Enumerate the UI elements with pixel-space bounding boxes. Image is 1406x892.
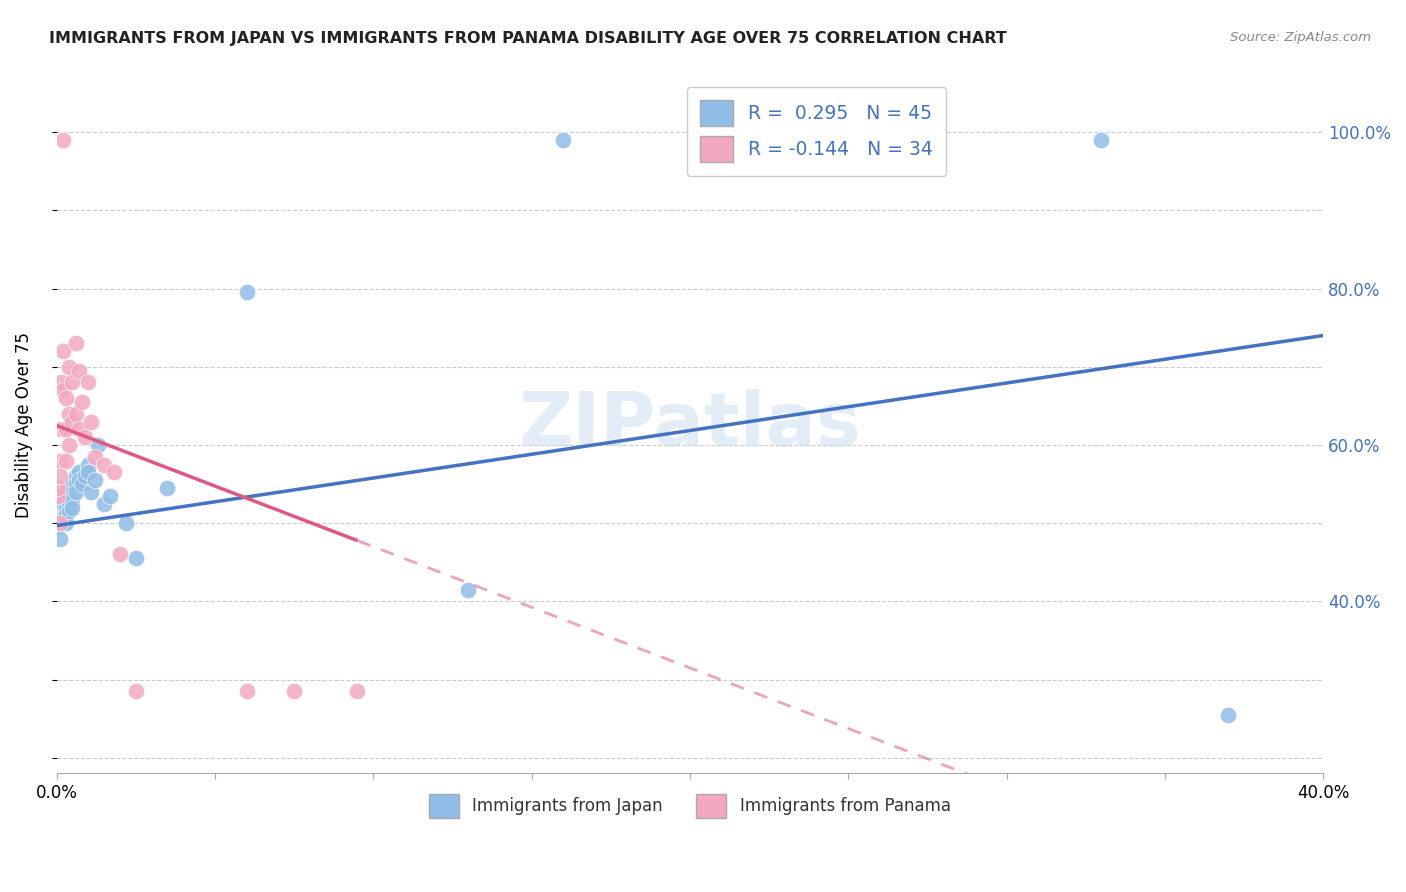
Point bbox=[553, 133, 575, 147]
Point bbox=[51, 422, 73, 436]
Point bbox=[62, 500, 84, 515]
Point bbox=[67, 422, 90, 436]
Point bbox=[55, 500, 77, 515]
Point bbox=[58, 407, 80, 421]
Point bbox=[58, 438, 80, 452]
Point bbox=[49, 453, 72, 467]
Point bbox=[457, 582, 479, 597]
Point bbox=[93, 497, 115, 511]
Point bbox=[53, 504, 76, 518]
Point bbox=[65, 336, 87, 351]
Point bbox=[52, 344, 75, 359]
Point bbox=[55, 484, 77, 499]
Point bbox=[62, 376, 84, 390]
Point bbox=[87, 438, 110, 452]
Point bbox=[52, 133, 75, 147]
Point bbox=[115, 516, 138, 531]
Point bbox=[49, 532, 72, 546]
Point bbox=[108, 548, 131, 562]
Point bbox=[62, 415, 84, 429]
Point bbox=[62, 477, 84, 491]
Point bbox=[51, 376, 73, 390]
Point bbox=[55, 516, 77, 531]
Point bbox=[77, 466, 100, 480]
Point bbox=[55, 391, 77, 405]
Text: Source: ZipAtlas.com: Source: ZipAtlas.com bbox=[1230, 31, 1371, 45]
Point bbox=[52, 516, 75, 531]
Point bbox=[67, 473, 90, 487]
Point bbox=[1218, 707, 1240, 722]
Point bbox=[93, 458, 115, 472]
Point bbox=[49, 516, 72, 531]
Point bbox=[55, 492, 77, 507]
Point bbox=[75, 430, 97, 444]
Point bbox=[65, 477, 87, 491]
Point bbox=[65, 469, 87, 483]
Point bbox=[55, 453, 77, 467]
Point bbox=[65, 407, 87, 421]
Legend: Immigrants from Japan, Immigrants from Panama: Immigrants from Japan, Immigrants from P… bbox=[422, 788, 957, 824]
Point bbox=[65, 484, 87, 499]
Point bbox=[235, 684, 257, 698]
Point bbox=[77, 376, 100, 390]
Point bbox=[100, 489, 122, 503]
Point bbox=[75, 469, 97, 483]
Point bbox=[62, 484, 84, 499]
Point bbox=[283, 684, 305, 698]
Y-axis label: Disability Age Over 75: Disability Age Over 75 bbox=[15, 333, 32, 518]
Point bbox=[49, 516, 72, 531]
Point bbox=[58, 497, 80, 511]
Point bbox=[125, 551, 148, 566]
Text: ZIPatlas: ZIPatlas bbox=[519, 389, 862, 462]
Point bbox=[48, 520, 70, 534]
Point bbox=[52, 383, 75, 397]
Point bbox=[83, 450, 105, 464]
Point bbox=[235, 285, 257, 300]
Point bbox=[70, 395, 93, 409]
Point bbox=[83, 473, 105, 487]
Point bbox=[70, 477, 93, 491]
Point bbox=[103, 466, 125, 480]
Point bbox=[125, 684, 148, 698]
Point bbox=[49, 469, 72, 483]
Point bbox=[52, 497, 75, 511]
Point bbox=[1090, 133, 1112, 147]
Point bbox=[77, 458, 100, 472]
Text: IMMIGRANTS FROM JAPAN VS IMMIGRANTS FROM PANAMA DISABILITY AGE OVER 75 CORRELATI: IMMIGRANTS FROM JAPAN VS IMMIGRANTS FROM… bbox=[49, 31, 1007, 46]
Point bbox=[52, 508, 75, 523]
Point bbox=[156, 481, 179, 495]
Point bbox=[80, 484, 103, 499]
Point bbox=[67, 364, 90, 378]
Point bbox=[62, 492, 84, 507]
Point bbox=[49, 500, 72, 515]
Point bbox=[58, 481, 80, 495]
Point bbox=[80, 415, 103, 429]
Point bbox=[55, 422, 77, 436]
Point bbox=[58, 489, 80, 503]
Point bbox=[58, 359, 80, 374]
Point bbox=[46, 481, 69, 495]
Point bbox=[46, 512, 69, 526]
Point bbox=[346, 684, 368, 698]
Point bbox=[67, 466, 90, 480]
Point bbox=[55, 508, 77, 523]
Point bbox=[51, 504, 73, 518]
Point bbox=[46, 489, 69, 503]
Point bbox=[58, 504, 80, 518]
